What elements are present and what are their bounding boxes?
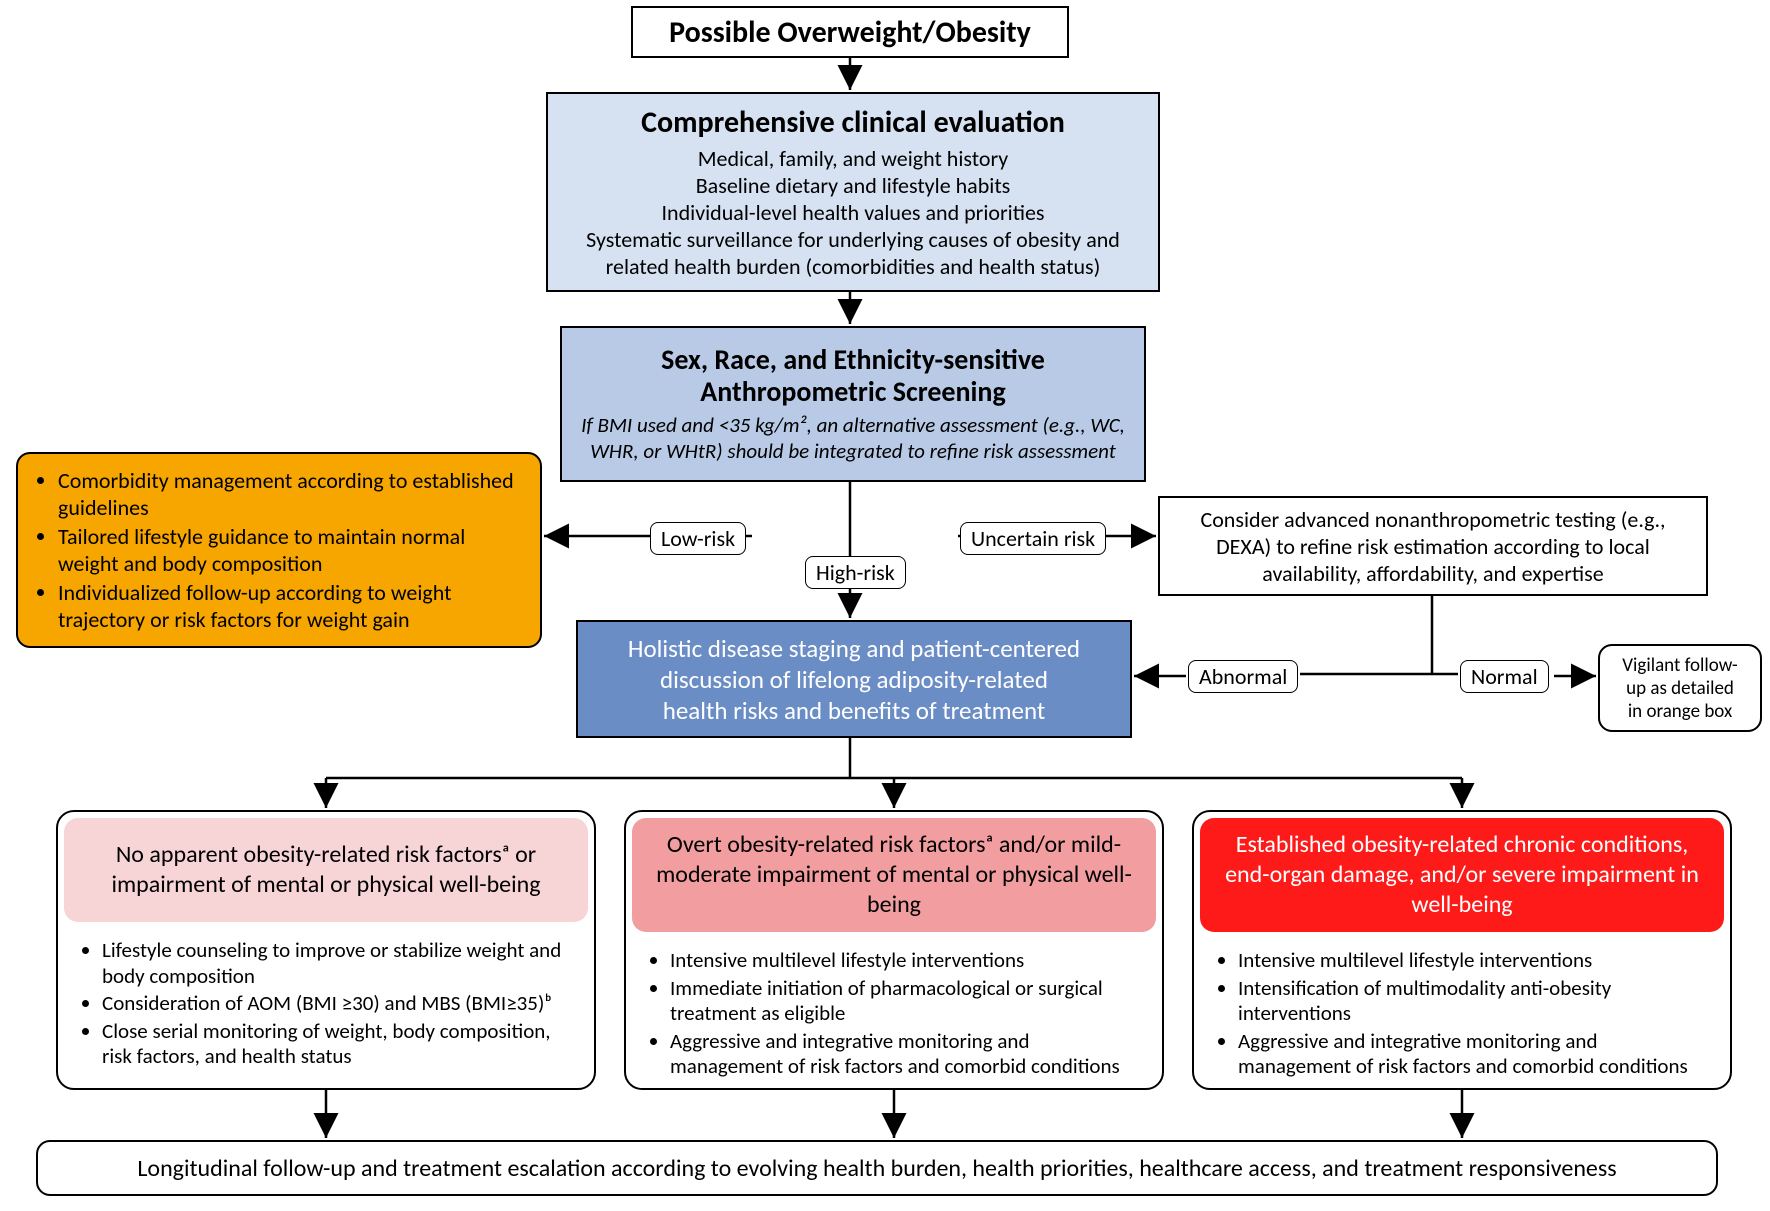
- pill-normal: Normal: [1460, 660, 1549, 693]
- stage-overt-bullet-0: Intensive multilevel lifestyle intervent…: [670, 948, 1144, 974]
- lowrisk-bullet-2: Individualized follow-up according to we…: [58, 579, 526, 633]
- stage-established-bullet-1: Intensification of multimodality anti-ob…: [1238, 976, 1712, 1027]
- eval-line-0: Medical, family, and weight history: [562, 145, 1144, 172]
- eval-line-3: Systematic surveillance for underlying c…: [562, 226, 1144, 253]
- eval-line-1: Baseline dietary and lifestyle habits: [562, 172, 1144, 199]
- vigilant-line-1: up as detailed: [1614, 677, 1746, 700]
- vigilant-line-0: Vigilant follow-: [1614, 654, 1746, 677]
- screening-title-1: Anthropometric Screening: [576, 376, 1130, 408]
- node-clinical-evaluation: Comprehensive clinical evaluation Medica…: [546, 92, 1160, 292]
- stage-overt-header: Overt obesity-related risk factorsᵃ and/…: [632, 818, 1156, 932]
- stage-overt-bullet-2: Aggressive and integrative monitoring an…: [670, 1029, 1144, 1080]
- stage-established: Established obesity-related chronic cond…: [1192, 810, 1732, 1090]
- node-holistic-staging: Holistic disease staging and patient-cen…: [576, 620, 1132, 738]
- footer-text: Longitudinal follow-up and treatment esc…: [52, 1154, 1702, 1183]
- stage-none-header: No apparent obesity-related risk factors…: [64, 818, 588, 922]
- stage-overt-bullet-1: Immediate initiation of pharmacological …: [670, 976, 1144, 1027]
- stage-none-bullet-1: Consideration of AOM (BMI ≥30) and MBS (…: [102, 991, 576, 1017]
- holistic-line-2: health risks and benefits of treatment: [592, 695, 1116, 726]
- lowrisk-bullet-1: Tailored lifestyle guidance to maintain …: [58, 523, 526, 577]
- eval-line-4: related health burden (comorbidities and…: [562, 253, 1144, 280]
- pill-uncertain-risk: Uncertain risk: [960, 522, 1106, 555]
- node-anthropometric-screening: Sex, Race, and Ethnicity-sensitive Anthr…: [560, 326, 1146, 482]
- stage-established-header: Established obesity-related chronic cond…: [1200, 818, 1724, 932]
- eval-title: Comprehensive clinical evaluation: [562, 104, 1144, 141]
- stage-established-bullet-2: Aggressive and integrative monitoring an…: [1238, 1029, 1712, 1080]
- node-low-risk-guidance: Comorbidity management according to esta…: [16, 452, 542, 648]
- holistic-line-0: Holistic disease staging and patient-cen…: [592, 633, 1116, 664]
- uncertain-line-2: availability, affordability, and experti…: [1174, 560, 1692, 587]
- uncertain-line-0: Consider advanced nonanthropometric test…: [1174, 506, 1692, 533]
- eval-line-2: Individual-level health values and prior…: [562, 199, 1144, 226]
- stage-none-bullet-0: Lifestyle counseling to improve or stabi…: [102, 938, 576, 989]
- screening-italic-0: If BMI used and <35 kg/m², an alternativ…: [576, 412, 1130, 438]
- node-vigilant-followup: Vigilant follow- up as detailed in orang…: [1598, 644, 1762, 732]
- stage-overt: Overt obesity-related risk factorsᵃ and/…: [624, 810, 1164, 1090]
- holistic-line-1: discussion of lifelong adiposity-related: [592, 664, 1116, 695]
- uncertain-line-1: DEXA) to refine risk estimation accordin…: [1174, 533, 1692, 560]
- lowrisk-bullet-0: Comorbidity management according to esta…: [58, 467, 526, 521]
- stage-established-bullet-0: Intensive multilevel lifestyle intervent…: [1238, 948, 1712, 974]
- start-title: Possible Overweight/Obesity: [647, 14, 1053, 51]
- stage-none: No apparent obesity-related risk factors…: [56, 810, 596, 1090]
- pill-high-risk: High-risk: [805, 556, 906, 589]
- node-advanced-testing: Consider advanced nonanthropometric test…: [1158, 496, 1708, 596]
- screening-title-0: Sex, Race, and Ethnicity-sensitive: [576, 344, 1130, 376]
- node-longitudinal-followup: Longitudinal follow-up and treatment esc…: [36, 1140, 1718, 1196]
- screening-italic-1: WHR, or WHtR) should be integrated to re…: [576, 438, 1130, 464]
- stage-none-bullet-2: Close serial monitoring of weight, body …: [102, 1019, 576, 1070]
- node-start: Possible Overweight/Obesity: [631, 6, 1069, 58]
- vigilant-line-2: in orange box: [1614, 700, 1746, 723]
- pill-low-risk: Low-risk: [650, 522, 746, 555]
- pill-abnormal: Abnormal: [1188, 660, 1298, 693]
